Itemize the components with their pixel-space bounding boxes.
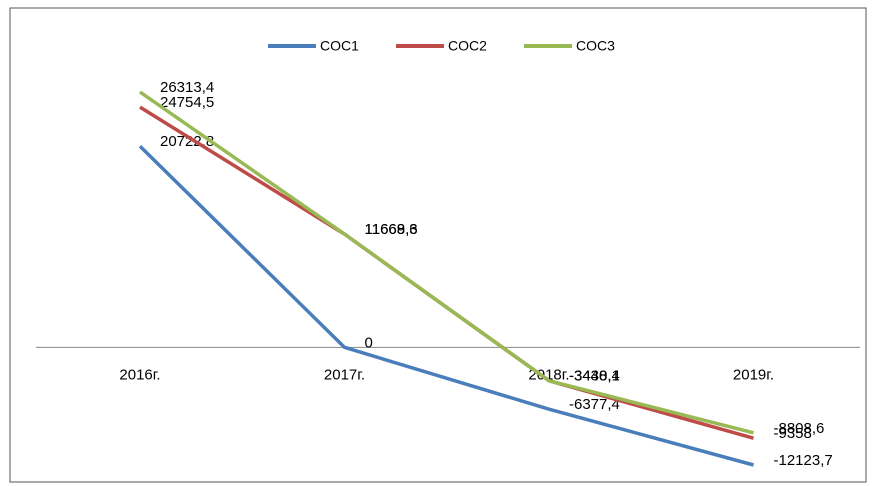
series-line [138, 145, 754, 467]
data-label: 24754,5 [160, 94, 214, 111]
chart-frame [9, 7, 867, 483]
data-label: 11669,6 [365, 221, 418, 238]
data-label: 0 [365, 334, 373, 351]
x-tick-label: 2017г. [324, 366, 365, 383]
data-label: 11668,3 [365, 221, 418, 238]
legend-label: COC2 [448, 38, 487, 54]
x-tick-label: 2016г. [119, 366, 160, 383]
data-label: -3440,1 [569, 368, 620, 385]
data-label: 26313,4 [160, 79, 214, 96]
data-label: -8808,6 [774, 420, 825, 437]
data-label: -6377,4 [569, 396, 620, 413]
x-tick-label: 2019г. [733, 366, 774, 383]
data-label: -3438,4 [569, 368, 620, 385]
x-tick-label: 2018г. [528, 366, 569, 383]
data-label: -12123,7 [774, 452, 833, 469]
data-label: -9358 [774, 425, 812, 442]
series-line [139, 90, 754, 435]
legend-label: COC1 [320, 38, 359, 54]
legend-label: COC3 [576, 38, 615, 54]
